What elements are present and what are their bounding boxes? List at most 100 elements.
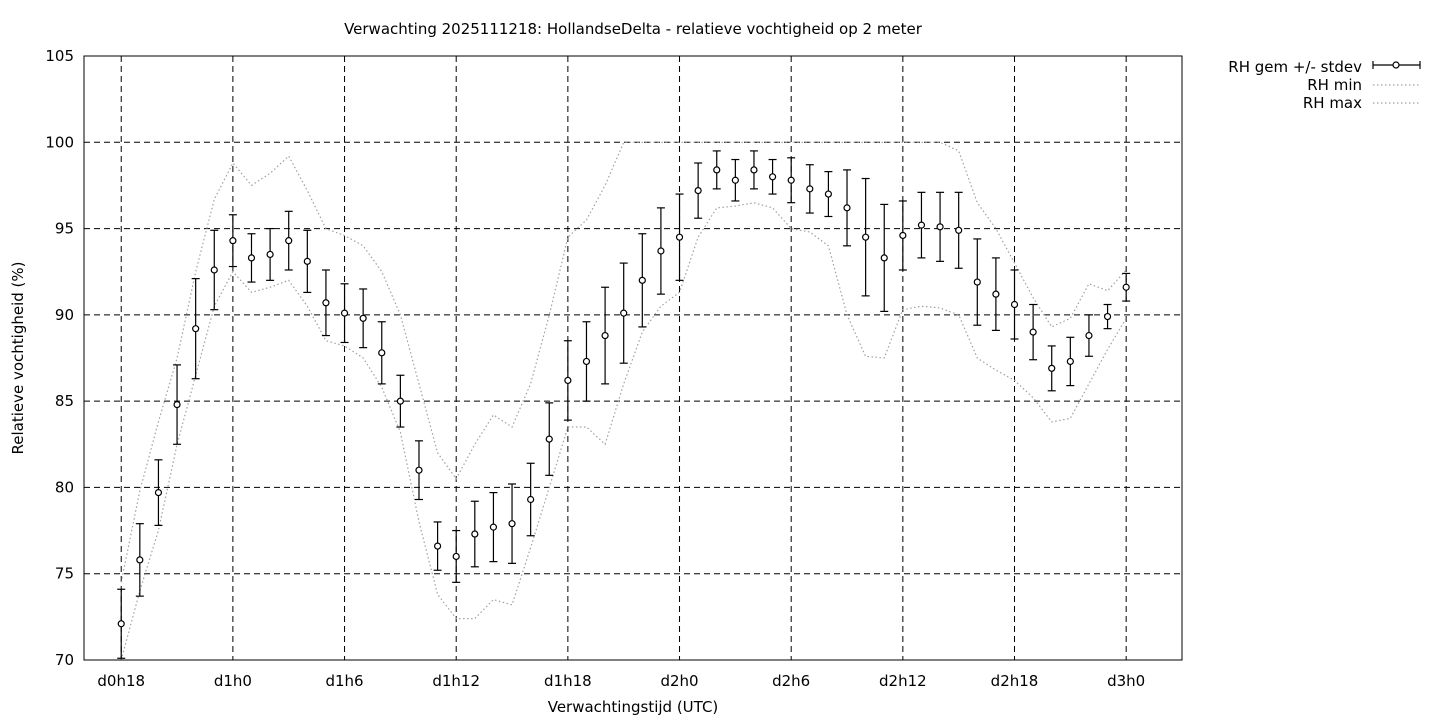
errorbar-point [898,200,907,271]
mean-marker [806,185,814,193]
legend-swatch-mean [1372,61,1421,69]
errorbar-point [321,269,330,337]
errorbar-point [712,150,721,190]
errorbar-point [656,207,665,295]
mean-marker [917,221,926,229]
errorbar-point [1029,303,1038,361]
errorbar-point [731,158,740,202]
y-tick-label: 90 [55,306,74,324]
errorbar-point [173,364,182,445]
errorbar-point [1103,303,1112,330]
y-tick-label: 70 [55,651,74,669]
errorbar-point [805,164,814,214]
mean-marker [936,223,944,231]
errorbar-point [303,229,312,294]
mean-marker [1085,331,1093,340]
mean-marker [601,331,609,340]
errorbar-point [638,233,647,328]
mean-marker [489,523,498,531]
errorbar-point [861,177,870,297]
errorbar-point [768,158,777,195]
legend: RH gem +/- stdev RH min RH max [1228,58,1421,112]
errorbar-point [1066,336,1075,387]
mean-marker [657,247,665,255]
mean-marker [303,257,311,265]
mean-marker [1029,328,1037,336]
errorbar-point [359,288,368,349]
errorbar-point [991,257,1000,331]
errorbar-point [619,262,628,364]
mean-marker [955,226,963,234]
errorbar-point [452,529,461,583]
mean-marker [117,620,125,628]
y-tick-label: 105 [45,47,74,65]
x-tick-label: d2h0 [660,672,698,690]
errorbar-point [601,286,610,385]
errorbar-point [135,523,144,597]
mean-marker [694,187,702,195]
errorbar-point [787,157,796,204]
mean-marker [508,520,516,528]
y-tick-labels: 70 75 80 85 90 95 100 105 [45,47,74,669]
mean-marker [564,376,572,385]
errorbar-point [526,462,535,537]
mean-marker [433,542,442,550]
errorbar-point [1122,272,1131,302]
errorbar-point [582,321,591,402]
y-tick-label: 85 [55,392,74,410]
mean-marker [750,166,758,174]
errorbar-point [414,440,423,501]
mean-marker [899,231,907,240]
errorbar-point [340,283,349,344]
mean-marker [843,204,851,212]
mean-marker [787,176,795,184]
errorbar-point [489,492,498,563]
mean-marker [136,556,144,564]
y-tick-label: 80 [55,478,74,496]
errorbar-point [377,321,386,385]
mean-marker [1103,312,1112,321]
mean-marker [173,400,181,409]
mean-marker [210,266,218,274]
mean-marker [862,233,870,241]
x-tick-labels: d0h18 d1h0 d1h6 d1h12 d1h18 d2h0 d2h6 d2h12 d2h1… [97,672,1145,690]
errorbar-point [508,483,517,564]
errorbar-point [917,191,926,259]
mean-marker [247,254,256,262]
errorbar-point [1010,269,1019,340]
y-axis-label: Relatieve vochtigheid (%) [9,261,27,454]
x-tick-label: d2h18 [991,672,1039,690]
mean-marker [285,237,293,245]
x-tick-label: d1h12 [432,672,480,690]
mean-marker [1122,283,1130,291]
chart-title: Verwachting 2025111218: HollandseDelta -… [344,20,923,38]
errorbar-point [228,214,237,268]
errorbar-point [470,500,479,568]
errorbar-point [545,402,554,476]
gridlines [84,56,1182,660]
errorbar-point [154,459,163,526]
mean-marker [638,276,646,284]
errorbar-point [266,227,275,281]
mean-marker [527,495,535,504]
mean-marker [824,190,833,198]
errorbar-point [210,229,219,311]
x-axis-label: Verwachtingstijd (UTC) [548,698,719,716]
errorbar-point [936,191,945,262]
mean-marker [192,325,200,333]
series-rh-min-line [120,202,1127,661]
legend-label-max: RH max [1303,94,1362,112]
errorbar-point [824,171,833,218]
errorbar-point [749,150,758,190]
mean-marker [675,233,684,241]
x-tick-label: d1h18 [544,672,592,690]
mean-marker [452,552,460,561]
errorbar-point [954,191,963,269]
y-tick-label: 75 [55,565,74,583]
mean-marker [1010,300,1019,309]
mean-marker [229,237,237,245]
mean-marker [620,309,628,317]
errorbar-point [1084,314,1093,357]
mean-marker [731,176,739,184]
errorbar-point [675,193,684,281]
